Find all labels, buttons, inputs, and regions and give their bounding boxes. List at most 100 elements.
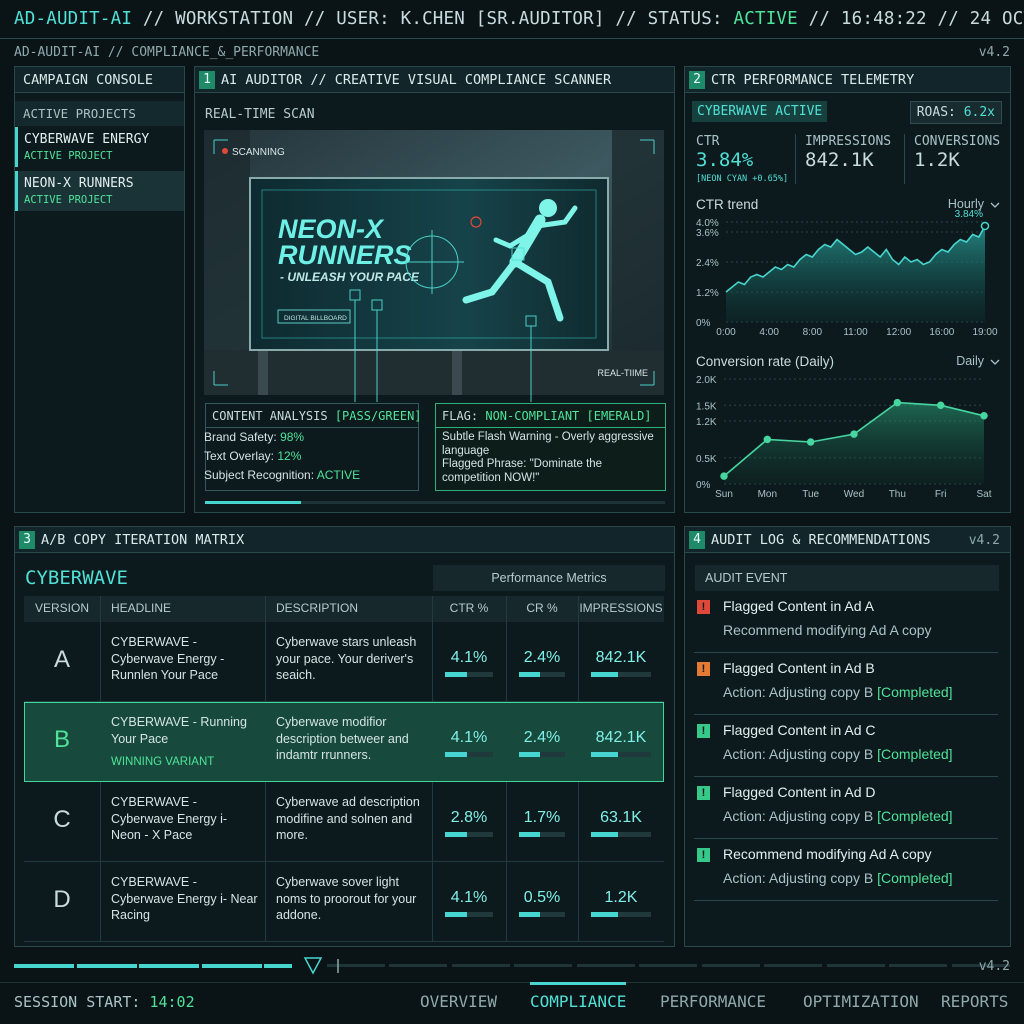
metric-value: 3.84% <box>696 149 754 171</box>
version: A <box>53 646 70 673</box>
roas-value: 6.2x <box>963 105 995 120</box>
table-row <box>24 782 664 862</box>
panel-header <box>195 67 674 93</box>
app-name: AD-AUDIT-AI <box>14 9 133 29</box>
user: USER: K.CHEN [SR.AUDITOR] <box>336 9 605 29</box>
event-status: [Completed] <box>877 870 953 886</box>
metric-note: [NEON CYAN +0.65%] <box>696 174 789 184</box>
separator: // <box>808 9 831 29</box>
panel-header <box>15 527 674 553</box>
event-detail: Action: Adjusting copy B [Completed] <box>723 808 953 824</box>
nav-tab[interactable]: PERFORMANCE <box>660 992 766 1011</box>
project-status: ACTIVE PROJECT <box>24 194 113 206</box>
project-status: ACTIVE PROJECT <box>24 150 113 162</box>
divider <box>205 427 419 428</box>
progress-segment <box>14 964 74 968</box>
nav-tab[interactable]: COMPLIANCE <box>530 992 627 1011</box>
panel-number: 3 <box>19 531 35 549</box>
metric-label: CONVERSIONS <box>914 134 1001 149</box>
flag-line: Flagged Phrase: "Dominate the competitio… <box>442 458 603 484</box>
flag-line: Subtle Flash Warning - Overly aggressive… <box>442 431 654 457</box>
event-icon: ! <box>697 724 710 738</box>
session-label: SESSION START: <box>14 993 141 1011</box>
description: Cyberwave modifior description betweer a… <box>276 715 409 762</box>
divider <box>435 427 666 428</box>
panel-number: 4 <box>689 531 705 549</box>
metric-bar <box>591 752 651 757</box>
chart-title: Conversion rate (Daily) <box>696 354 835 369</box>
event-status: [Completed] <box>877 684 953 700</box>
item-label: Text Overlay: <box>204 449 275 463</box>
event-action: Recommend modifying Ad A copy <box>723 622 932 638</box>
table-row <box>24 702 664 782</box>
headline: CYBERWAVE - Cyberwave Energy i- Neon - X… <box>111 795 228 842</box>
period-dropdown[interactable]: Daily <box>956 354 984 368</box>
metric-bar <box>445 672 493 677</box>
description: Cyberwave sover light noms to proorout f… <box>276 875 417 922</box>
metric-value: 2.4% <box>523 729 561 746</box>
event-divider <box>694 776 998 777</box>
progress-segment <box>264 964 292 968</box>
progress-segment <box>201 964 262 968</box>
metric-value: 2.4% <box>523 649 561 666</box>
metric-bar-fill <box>591 912 618 917</box>
metric-value: 4.1% <box>450 729 488 746</box>
workstation: WORKSTATION <box>175 9 294 29</box>
progress-segment <box>514 964 572 967</box>
breadcrumb: AD-AUDIT-AI // COMPLIANCE_&_PERFORMANCE <box>14 45 320 60</box>
metric-bar <box>445 752 493 757</box>
progress-segment <box>389 964 447 967</box>
nav-tab[interactable]: OPTIMIZATION <box>803 992 919 1011</box>
chart-title: CTR trend <box>696 197 759 212</box>
event-title: Flagged Content in Ad A <box>723 598 874 614</box>
project-name: CYBERWAVE ENERGY <box>24 132 150 147</box>
period-dropdown[interactable]: Hourly <box>947 197 984 211</box>
headline: CYBERWAVE - Running Your Pace <box>111 715 247 746</box>
metric-bar <box>519 752 565 757</box>
date: 24 OCT 2024 <box>969 9 1024 29</box>
flag-box <box>435 403 666 491</box>
section-band <box>15 101 184 126</box>
progress-segment <box>889 964 947 967</box>
progress-marker <box>303 957 339 975</box>
panel-title: CTR PERFORMANCE TELEMETRY <box>711 72 915 88</box>
panel-header <box>685 527 1010 553</box>
version: v4.2 <box>978 959 1010 974</box>
description: Cyberwave stars unleash your pace. Your … <box>276 635 417 682</box>
table-header <box>24 596 664 622</box>
project-name: NEON-X RUNNERS <box>24 176 134 191</box>
event-status: [Completed] <box>877 808 953 824</box>
event-icon: ! <box>697 786 710 800</box>
metric-value: 1.2K <box>604 889 638 906</box>
version: v4.2 <box>968 533 1000 548</box>
analysis-title: CONTENT ANALYSIS [PASS/GREEN] <box>212 409 422 423</box>
scan-label: REAL-TIME SCAN <box>205 107 315 122</box>
analysis-box <box>205 403 419 491</box>
metric-bar-fill <box>591 672 618 677</box>
item-label: Subject Recognition: <box>204 468 315 482</box>
metric-value: 4.1% <box>450 649 488 666</box>
metric-label: CTR <box>696 134 720 149</box>
section-title: ACTIVE PROJECTS <box>23 106 136 121</box>
progress-segment <box>951 964 1010 967</box>
progress-segment <box>701 964 760 967</box>
metric-value: 2.8% <box>450 809 488 826</box>
event-action: Action: Adjusting copy B <box>723 870 874 886</box>
nav-tab[interactable]: OVERVIEW <box>420 992 498 1011</box>
analysis-item: Brand Safety: 98% <box>204 430 304 444</box>
event-divider <box>694 838 998 839</box>
metric-bar <box>445 832 493 837</box>
tab-indicator <box>530 982 626 985</box>
description: Cyberwave ad description modifine and so… <box>276 795 420 842</box>
analysis-label: CONTENT ANALYSIS <box>212 409 328 423</box>
column-header: HEADLINE <box>111 601 172 615</box>
progress-segment <box>576 964 635 967</box>
analysis-item: Text Overlay: 12% <box>204 449 301 463</box>
separator: // <box>937 9 960 29</box>
flag-result: NON-COMPLIANT [EMERALD] <box>485 409 652 423</box>
metric-label: IMPRESSIONS <box>805 134 892 149</box>
headline: CYBERWAVE - Cyberwave Energy - Runnlen Y… <box>111 635 225 682</box>
metric-bar-fill <box>445 912 467 917</box>
nav-tab[interactable]: REPORTS <box>941 992 1009 1011</box>
